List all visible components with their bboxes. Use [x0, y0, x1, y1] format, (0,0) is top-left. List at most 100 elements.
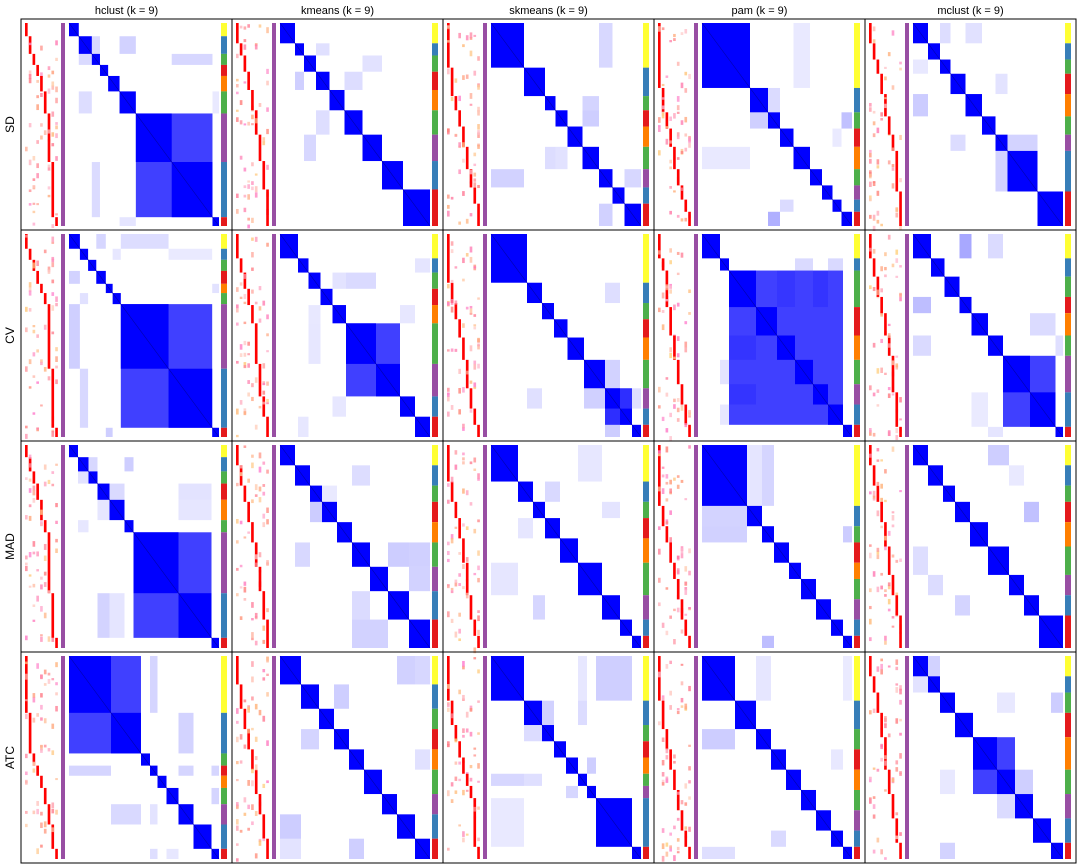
- membership-noise: [266, 128, 269, 135]
- membership-noise: [684, 133, 688, 137]
- membership-noise: [55, 809, 58, 815]
- class-label-segment: [1065, 59, 1071, 74]
- membership-segment: [899, 842, 902, 859]
- membership-noise: [477, 519, 480, 523]
- membership-noise: [36, 95, 39, 99]
- membership-noise: [251, 637, 254, 641]
- membership-noise: [25, 780, 28, 784]
- membership-noise: [236, 322, 239, 326]
- membership-noise: [880, 313, 883, 317]
- membership-noise: [55, 548, 58, 554]
- membership-noise: [236, 593, 239, 597]
- membership-noise: [676, 407, 680, 413]
- class-label-segment: [432, 323, 438, 364]
- membership-noise: [239, 282, 243, 286]
- membership-segment: [32, 753, 36, 766]
- offdiag-block: [212, 283, 219, 294]
- membership-noise: [669, 488, 672, 494]
- class-label-segment: [221, 53, 227, 65]
- membership-segment: [895, 595, 899, 616]
- membership-noise: [43, 249, 47, 254]
- offdiag-block: [280, 838, 301, 859]
- membership-noise: [465, 252, 469, 257]
- membership-noise: [469, 308, 473, 315]
- class-label-segment: [1065, 116, 1071, 135]
- membership-noise: [266, 314, 269, 320]
- membership-noise: [25, 555, 28, 560]
- class-label-segment: [854, 810, 860, 831]
- membership-noise: [236, 193, 239, 198]
- membership-noise: [477, 297, 480, 300]
- membership-noise: [43, 130, 47, 136]
- offdiag-block: [415, 749, 430, 770]
- membership-noise: [872, 498, 876, 501]
- membership-noise: [239, 760, 243, 764]
- class-label-segment: [643, 445, 649, 482]
- membership-noise: [47, 748, 51, 752]
- class-label-segment: [432, 189, 438, 226]
- membership-noise: [869, 152, 872, 158]
- consensus-panel: [653, 440, 866, 653]
- membership-noise: [239, 120, 243, 125]
- class-label-segment: [854, 128, 860, 147]
- membership-noise: [669, 690, 672, 696]
- class-label-segment: [854, 656, 860, 701]
- offdiag-block: [168, 248, 213, 260]
- membership-segment: [891, 794, 895, 819]
- membership-segment: [247, 71, 250, 90]
- membership-noise: [876, 666, 880, 672]
- membership-noise: [673, 398, 676, 403]
- class-label-segment: [1065, 150, 1071, 192]
- membership-noise: [462, 665, 465, 670]
- class-label-segment: [643, 282, 649, 304]
- class-label-segment: [1065, 676, 1071, 693]
- membership-noise: [51, 279, 55, 284]
- membership-noise: [684, 88, 688, 93]
- membership-noise: [239, 616, 243, 620]
- offdiag-block: [150, 848, 158, 859]
- offdiag-block: [109, 483, 125, 500]
- offdiag-block: [988, 445, 1009, 466]
- class-label-segment: [1065, 595, 1071, 616]
- class-label-segment: [643, 595, 649, 620]
- class-label-segment: [1065, 335, 1071, 356]
- membership-noise: [658, 671, 661, 678]
- membership-noise: [899, 832, 902, 836]
- offdiag-block: [409, 566, 430, 592]
- membership-noise: [665, 377, 669, 380]
- class-label-segment: [432, 43, 438, 56]
- membership-noise: [872, 495, 876, 500]
- class-label-segment: [432, 684, 438, 709]
- membership-noise: [25, 753, 28, 759]
- membership-segment: [40, 75, 43, 92]
- membership-noise: [887, 598, 891, 605]
- membership-noise: [43, 669, 47, 675]
- membership-noise: [477, 669, 480, 674]
- membership-noise: [676, 96, 680, 102]
- membership-noise: [688, 796, 691, 800]
- class-label-segment: [643, 518, 649, 539]
- class-label-segment: [221, 775, 227, 788]
- membership-noise: [262, 484, 266, 487]
- offdiag-block: [578, 445, 602, 482]
- membership-noise: [661, 843, 665, 850]
- class-label-segment: [221, 445, 227, 458]
- membership-noise: [469, 380, 473, 384]
- membership-noise: [262, 513, 266, 519]
- class-label-segment: [643, 303, 649, 320]
- class-label-segment: [221, 283, 227, 294]
- membership-noise: [243, 81, 247, 84]
- membership-noise: [473, 152, 477, 157]
- offdiag-block: [88, 457, 98, 472]
- membership-noise: [462, 837, 465, 843]
- membership-noise: [876, 190, 880, 196]
- membership-noise: [665, 138, 669, 145]
- membership-noise: [28, 585, 32, 588]
- class-label-segment: [643, 359, 649, 389]
- offdiag-block: [940, 842, 955, 859]
- offdiag-block: [841, 112, 852, 129]
- class-label-segment: [854, 335, 860, 360]
- membership-noise: [673, 33, 676, 38]
- membership-noise: [895, 718, 899, 724]
- membership-noise: [32, 619, 36, 622]
